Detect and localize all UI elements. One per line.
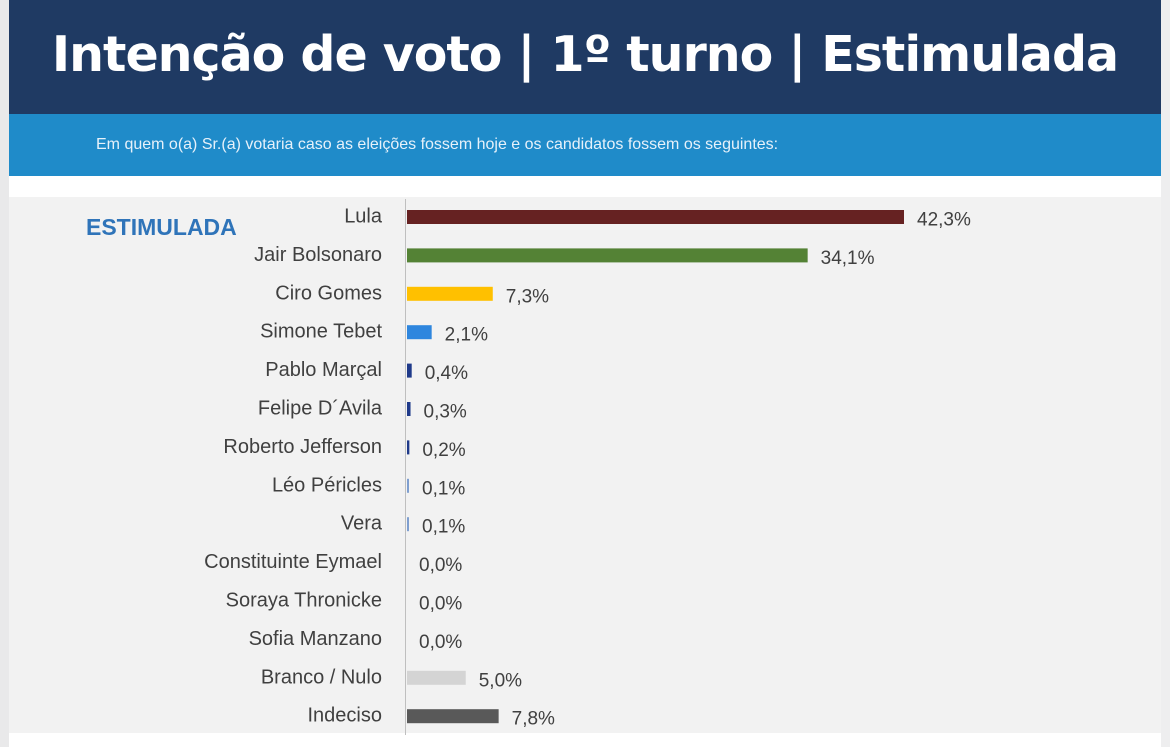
bar	[407, 709, 499, 724]
category-label: Simone Tebet	[260, 321, 382, 343]
value-label: 0,2%	[422, 440, 465, 461]
chart-panel	[9, 197, 1161, 733]
bar	[407, 670, 466, 685]
right-edge	[1161, 0, 1170, 747]
question-text: Em quem o(a) Sr.(a) votaria caso as elei…	[96, 136, 779, 153]
value-label: 2,1%	[445, 325, 488, 346]
bar	[407, 325, 432, 340]
subtitle-banner: Em quem o(a) Sr.(a) votaria caso as elei…	[9, 114, 1161, 176]
category-label: Branco / Nulo	[261, 666, 382, 688]
bar	[407, 248, 808, 263]
category-label: Soraya Thronicke	[226, 590, 382, 612]
value-label: 0,1%	[422, 478, 465, 499]
category-label: Sofia Manzano	[249, 628, 382, 650]
value-label: 7,3%	[506, 286, 549, 307]
category-label: Léo Péricles	[272, 474, 382, 496]
category-label: Indeciso	[308, 705, 383, 727]
category-label: Vera	[341, 513, 383, 535]
estimulada-badge: ESTIMULADA	[86, 214, 237, 240]
category-label: Pablo Marçal	[265, 359, 382, 381]
value-label: 0,0%	[419, 632, 462, 653]
category-label: Felipe D´Avila	[258, 398, 383, 420]
value-label: 34,1%	[821, 248, 875, 269]
category-label: Constituinte Eymael	[204, 551, 382, 573]
category-label: Roberto Jefferson	[223, 436, 382, 458]
bar	[407, 286, 493, 301]
category-axis-line	[405, 199, 406, 735]
value-label: 5,0%	[479, 670, 522, 691]
value-label: 42,3%	[917, 210, 971, 231]
bar	[407, 363, 412, 378]
category-label: Jair Bolsonaro	[254, 244, 382, 266]
value-label: 0,4%	[425, 363, 468, 384]
category-label: Ciro Gomes	[275, 282, 382, 304]
bar	[407, 478, 409, 493]
value-label: 0,3%	[424, 402, 467, 423]
bar	[407, 210, 904, 224]
bar	[407, 517, 409, 532]
bar	[407, 402, 411, 416]
value-label: 7,8%	[512, 709, 555, 730]
title-banner: Intenção de voto | 1º turno | Estimulada	[9, 0, 1161, 114]
category-label: Lula	[344, 206, 383, 228]
value-label: 0,0%	[419, 555, 462, 576]
value-label: 0,1%	[422, 517, 465, 538]
value-label: 0,0%	[419, 594, 462, 615]
bar	[407, 440, 410, 455]
page-title: Intenção de voto | 1º turno | Estimulada	[51, 26, 1119, 83]
left-edge	[0, 0, 9, 747]
